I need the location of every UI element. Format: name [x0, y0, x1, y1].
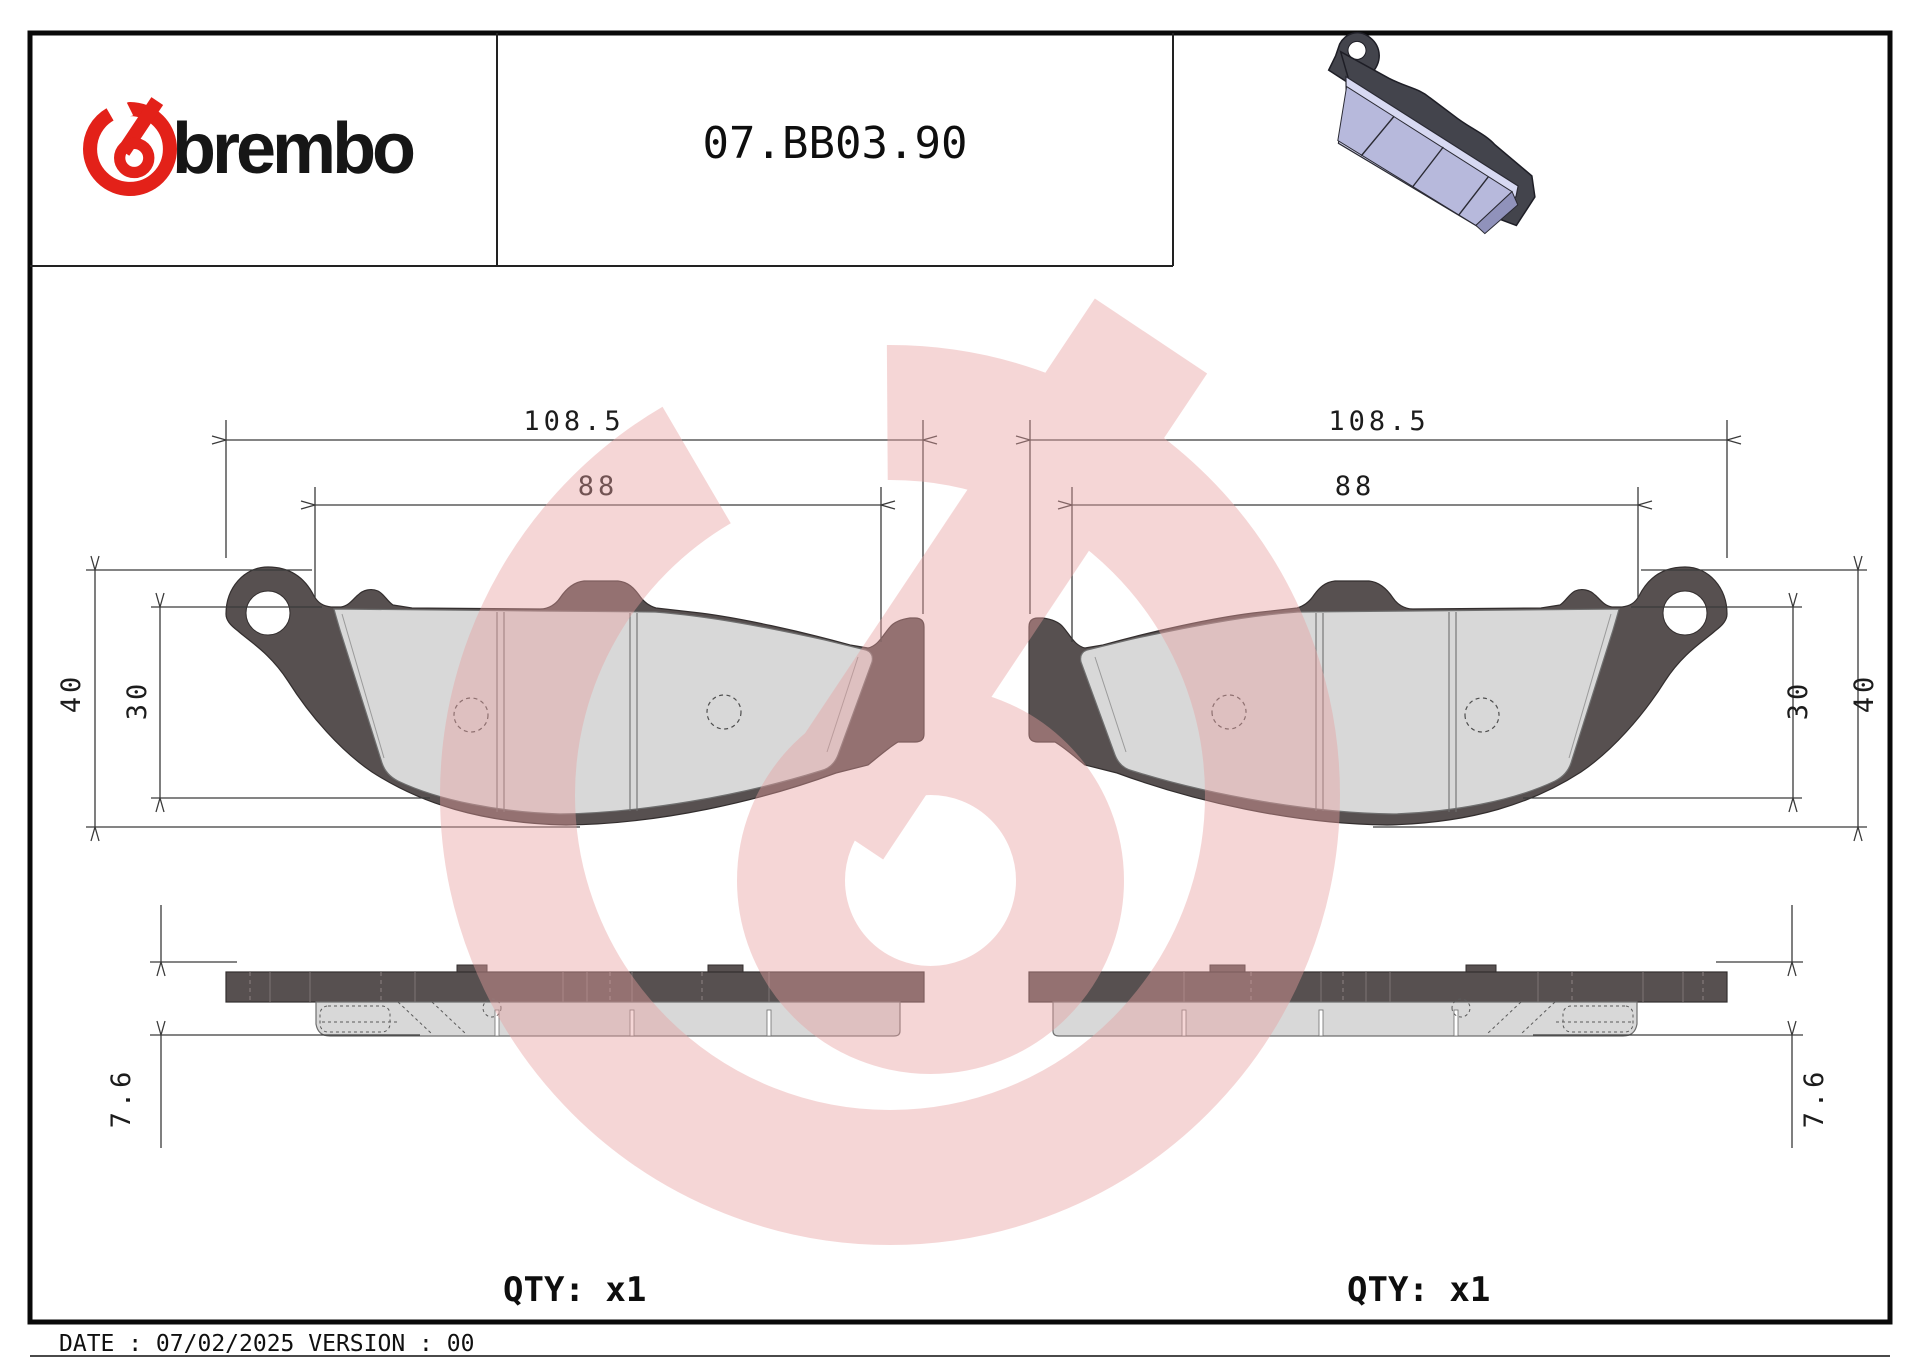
- dim-overall-width-right: 108.5: [1328, 406, 1429, 437]
- dim-friction-height-right: 30: [1783, 680, 1814, 721]
- dim-overall-width-left: 108.5: [523, 406, 624, 437]
- dim-thickness-right: 7.6: [1799, 1068, 1830, 1129]
- qty-label-left: QTY: x1: [503, 1270, 646, 1310]
- dim-thickness-left: 7.6: [106, 1068, 137, 1129]
- footer-revision: DATE : 07/02/2025 VERSION : 00: [59, 1331, 474, 1357]
- brembo-logo-icon: [90, 101, 170, 189]
- dim-overall-height-left: 40: [56, 673, 87, 714]
- part-number: 07.BB03.90: [703, 118, 968, 169]
- dim-friction-height-left: 30: [122, 680, 153, 721]
- brake-pad-3d-icon: [1327, 31, 1536, 235]
- qty-label-right: QTY: x1: [1347, 1270, 1490, 1310]
- dim-overall-height-right: 40: [1849, 673, 1880, 714]
- page-border: [27, 30, 1893, 1325]
- dim-friction-width-right: 88: [1335, 471, 1376, 502]
- brembo-wordmark: brembo: [172, 109, 414, 189]
